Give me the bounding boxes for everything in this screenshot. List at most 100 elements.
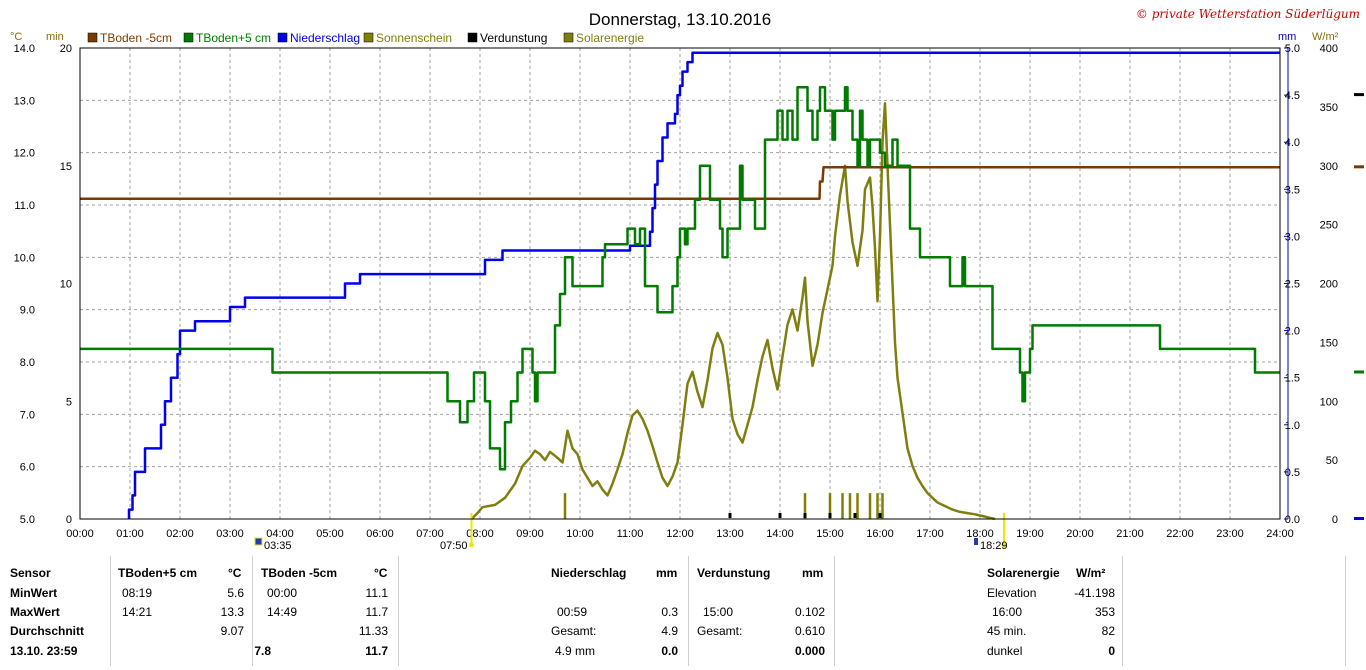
legend-label: Solarenergie — [576, 31, 644, 45]
minutes-tick-label: 5 — [66, 396, 72, 408]
series-verdunstung-tick — [853, 513, 857, 518]
x-tick-label: 13:00 — [716, 528, 744, 540]
stats-header-verdunstung-unit: mm — [802, 566, 824, 580]
stats-header-tboden-plus5-unit: °C — [228, 566, 242, 580]
series-end-marker — [1354, 93, 1364, 97]
row-maxwert-tp5-val: 13.3 — [220, 605, 244, 619]
row-minwert-tm5-val: 11.1 — [365, 586, 388, 600]
row-durchschnitt-verd-label: Gesamt: — [697, 624, 743, 638]
celsius-tick-label: 10.0 — [14, 252, 35, 264]
x-tick-label: 15:00 — [816, 528, 844, 540]
series-solarenergie — [470, 102, 996, 521]
mm-tick-label: 2.5 — [1285, 279, 1300, 291]
celsius-tick-label: 11.0 — [14, 200, 35, 212]
legend-swatch — [363, 32, 374, 43]
wm2-tick-label: 50 — [1326, 455, 1338, 467]
mm-tick-label: 0.5 — [1285, 467, 1300, 479]
x-tick-label: 18:00 — [966, 528, 994, 540]
legend-label: Sonnenschein — [376, 31, 452, 45]
grid — [80, 48, 1280, 519]
row-maxwert-nied-time: 00:59 — [557, 605, 588, 619]
mm-tick-label: 4.0 — [1285, 137, 1300, 149]
x-tick-label: 04:00 — [266, 528, 294, 540]
row-minwert-tm5-time: 00:00 — [267, 586, 298, 600]
celsius-tick-label: 7.0 — [20, 409, 35, 421]
celsius-tick-label: 14.0 — [14, 43, 35, 55]
celsius-tick-label: 12.0 — [14, 148, 35, 160]
celsius-tick-label: 8.0 — [20, 357, 35, 369]
x-tick-label: 23:00 — [1216, 528, 1244, 540]
series-verdunstung-tick — [778, 513, 782, 518]
celsius-tick-label: 5.0 — [20, 514, 35, 526]
wm2-tick-label: 300 — [1320, 161, 1338, 173]
stats-header-niederschlag-unit: mm — [656, 566, 678, 580]
minutes-tick-label: 0 — [66, 514, 72, 526]
legend-label: Verdunstung — [480, 31, 547, 45]
x-tick-label: 10:00 — [566, 528, 594, 540]
row-maxwert-tm5-time: 14:49 — [267, 605, 298, 619]
row-current-sol-label: dunkel — [987, 644, 1023, 658]
series-end-marker — [1354, 517, 1364, 520]
wm2-tick-label: 350 — [1320, 102, 1338, 114]
legend-swatch — [467, 32, 478, 43]
chart-title: Donnerstag, 13.10.2016 — [589, 10, 771, 29]
series-verdunstung-tick — [828, 513, 832, 518]
row-current-nied-val: 0.0 — [661, 644, 678, 658]
x-tick-label: 24:00 — [1266, 528, 1294, 540]
sunrise-icon — [469, 542, 474, 548]
axes: 00:00 01:00 02:00 03:00 04:00 05:00 06:00 07:00… — [14, 43, 1364, 540]
series-niederschlag — [127, 51, 1280, 519]
minutes-tick-label: 15 — [60, 161, 72, 173]
minutes-tick-label: 10 — [60, 279, 72, 291]
x-tick-label: 17:00 — [916, 528, 944, 540]
moonset-label: 18:29 — [980, 540, 1008, 552]
series-tboden-5-cm — [80, 86, 1280, 471]
mm-tick-label: 3.5 — [1285, 184, 1300, 196]
legend-label: Niederschlag — [290, 31, 360, 45]
row-durchschnitt-label: Durchschnitt — [10, 624, 85, 638]
stats-header-niederschlag: Niederschlag — [551, 566, 627, 580]
wm2-tick-label: 400 — [1320, 43, 1338, 55]
copyright-label: © private Wetterstation Süderlügum — [1136, 7, 1360, 21]
row-maxwert-label: MaxWert — [10, 605, 60, 619]
series-layer — [80, 51, 1280, 521]
wm2-tick-label: 250 — [1320, 220, 1338, 232]
row-maxwert-tp5-time: 14:21 — [122, 605, 153, 619]
row-durchschnitt-nied-val: 4.9 — [661, 624, 678, 638]
mm-tick-label: 1.0 — [1285, 420, 1300, 432]
stats-header-sensor: Sensor — [10, 566, 51, 580]
moonset-icon — [974, 538, 978, 545]
x-tick-label: 08:00 — [466, 528, 494, 540]
row-maxwert-sol-time: 16:00 — [992, 605, 1023, 619]
mm-tick-label: 5.0 — [1285, 43, 1300, 55]
sunset-icon — [1001, 542, 1007, 548]
stats-header-solarenergie: Solarenergie — [987, 566, 1060, 580]
series-sonnenschein — [563, 493, 884, 519]
mm-tick-label: 2.0 — [1285, 326, 1300, 338]
stats-table: Sensor TBoden+5 cm °C TBoden -5cm °C Nie… — [0, 556, 1366, 670]
row-durchschnitt-nied-label: Gesamt: — [551, 624, 597, 638]
stats-header-tboden-plus5: TBoden+5 cm — [118, 566, 198, 580]
x-tick-label: 00:00 — [66, 528, 94, 540]
x-tick-label: 01:00 — [116, 528, 144, 540]
row-current-verd-val: 0.000 — [794, 644, 825, 658]
row-maxwert-sol-val: 353 — [1094, 605, 1115, 619]
row-current-tm5-val: 11.7 — [365, 644, 388, 658]
row-maxwert-verd-val: 0.102 — [794, 605, 825, 619]
x-tick-label: 07:00 — [416, 528, 444, 540]
legend-label: TBoden -5cm — [100, 31, 172, 45]
mm-tick-label: 4.5 — [1285, 90, 1300, 102]
x-tick-label: 05:00 — [316, 528, 344, 540]
x-tick-label: 09:00 — [516, 528, 544, 540]
row-current-sol-val: 0 — [1108, 644, 1115, 658]
moonrise-icon — [254, 537, 263, 546]
row-minwert-label: MinWert — [10, 586, 58, 600]
unit-mm: mm — [1278, 31, 1296, 43]
series-verdunstung-tick — [728, 513, 732, 518]
series-verdunstung-tick — [878, 513, 882, 518]
row-maxwert-verd-time: 15:00 — [703, 605, 734, 619]
wm2-tick-label: 150 — [1320, 337, 1338, 349]
series-end-marker — [1354, 165, 1364, 169]
mm-tick-label: 3.0 — [1285, 231, 1300, 243]
legend-swatch — [277, 32, 288, 43]
